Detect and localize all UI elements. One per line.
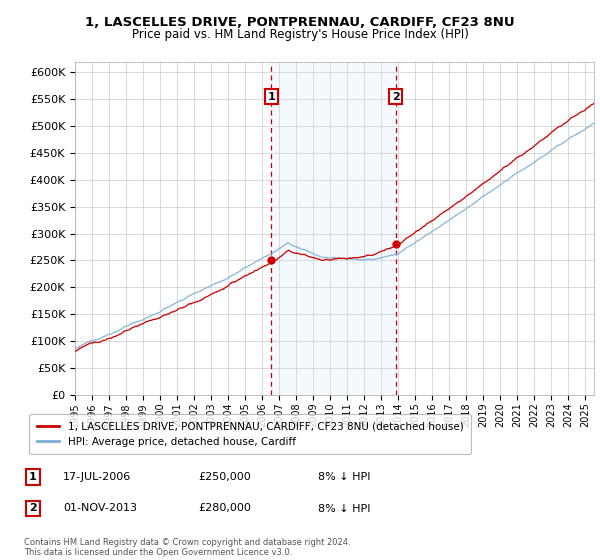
Text: 01-NOV-2013: 01-NOV-2013 [63, 503, 137, 514]
Text: 1: 1 [29, 472, 37, 482]
Text: 8% ↓ HPI: 8% ↓ HPI [318, 472, 371, 482]
Text: 17-JUL-2006: 17-JUL-2006 [63, 472, 131, 482]
Legend: 1, LASCELLES DRIVE, PONTPRENNAU, CARDIFF, CF23 8NU (detached house), HPI: Averag: 1, LASCELLES DRIVE, PONTPRENNAU, CARDIFF… [29, 414, 471, 454]
Bar [271, 62, 395, 395]
Text: 1: 1 [268, 91, 275, 101]
Text: 2: 2 [392, 91, 400, 101]
Text: Contains HM Land Registry data © Crown copyright and database right 2024.
This d: Contains HM Land Registry data © Crown c… [24, 538, 350, 557]
Text: 8% ↓ HPI: 8% ↓ HPI [318, 503, 371, 514]
Text: £250,000: £250,000 [198, 472, 251, 482]
Text: Price paid vs. HM Land Registry's House Price Index (HPI): Price paid vs. HM Land Registry's House … [131, 28, 469, 41]
Text: 2: 2 [29, 503, 37, 514]
Text: 1, LASCELLES DRIVE, PONTPRENNAU, CARDIFF, CF23 8NU: 1, LASCELLES DRIVE, PONTPRENNAU, CARDIFF… [85, 16, 515, 29]
Text: £280,000: £280,000 [198, 503, 251, 514]
